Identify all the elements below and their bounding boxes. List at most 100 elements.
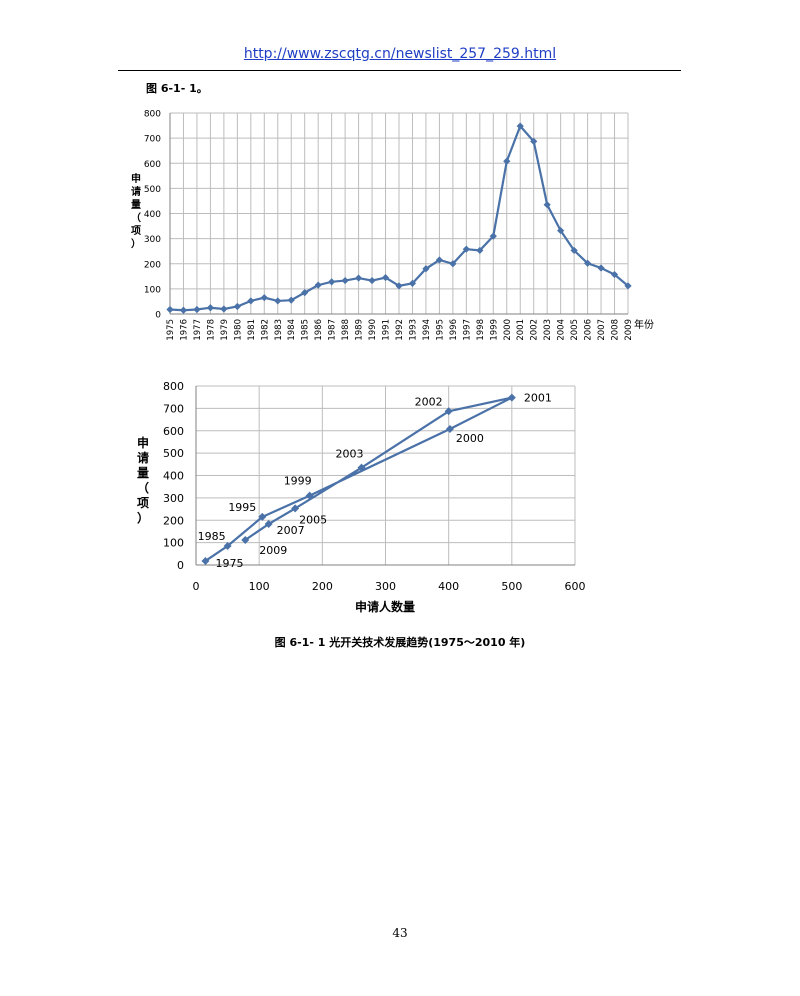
page-number: 43 [0, 926, 800, 940]
chart2-x-tick-label: 0 [193, 580, 200, 593]
figure-caption: 图 6-1- 1 光开关技术发展趋势(1975～2010 年) [0, 634, 800, 650]
chart1-x-tick-label: 2006 [584, 319, 594, 341]
chart1-data-point [342, 277, 349, 284]
chart1-x-tick-label: 1975 [166, 319, 176, 341]
chart2-x-axis-label: 申请人数量 [355, 599, 415, 614]
chart1-data-point [355, 274, 362, 281]
chart1-x-tick-label: 1986 [314, 319, 324, 341]
chart1-x-tick-label: 1982 [260, 319, 270, 341]
chart1-x-tick-label: 1998 [476, 319, 486, 341]
chart1-x-tick-label: 1987 [328, 319, 338, 341]
chart2-data-label: 1985 [198, 530, 226, 543]
chart1-x-tick-label: 2001 [516, 319, 526, 341]
chart2-data-label: 2003 [335, 448, 363, 461]
chart1-x-tick-label: 1997 [462, 319, 472, 341]
chart2-x-tick-label: 600 [565, 580, 586, 593]
chart2-x-tick-label: 300 [375, 580, 396, 593]
chart1-x-tick-label: 1999 [489, 319, 499, 341]
chart2-data-point [508, 394, 516, 402]
chart1-x-tick-label: 1989 [355, 319, 365, 341]
chart1-x-tick-label: 2003 [543, 319, 553, 341]
chart1-data-point [234, 303, 241, 310]
chart2-data-label: 2007 [277, 524, 305, 537]
chart2-x-tick-label: 400 [438, 580, 459, 593]
chart1-y-tick-label: 700 [144, 135, 161, 145]
chart1-y-tick-label: 800 [144, 110, 161, 120]
chart2-series-line [205, 398, 511, 561]
chart1-x-axis-label: 年份 [634, 318, 654, 331]
chart2-data-label: 2001 [524, 392, 552, 405]
chart1-y-tick-label: 300 [144, 235, 161, 245]
chart1-x-tick-label: 1990 [368, 319, 378, 341]
chart1-y-tick-label: 100 [144, 285, 161, 295]
chart2-y-tick-label: 0 [177, 559, 184, 572]
chart1-y-axis-label: 请 [131, 185, 141, 198]
chart1-x-tick-label: 1984 [287, 319, 297, 341]
chart1-y-axis-label: 量 [131, 198, 141, 211]
chart1-data-point [261, 294, 268, 301]
chart2-data-label: 1975 [215, 557, 243, 570]
chart2-data-label: 1995 [228, 501, 256, 514]
chart2-y-tick-label: 300 [163, 492, 184, 505]
chart1-y-tick-label: 600 [144, 160, 161, 170]
chart1-data-point [220, 305, 227, 312]
chart1-x-tick-label: 2005 [570, 319, 580, 341]
chart1-x-tick-label: 1977 [193, 319, 203, 341]
chart2-y-tick-label: 200 [163, 514, 184, 527]
chart1-x-tick-label: 2004 [557, 319, 567, 341]
chart2-y-tick-label: 100 [163, 537, 184, 550]
chart1-y-axis-label: 申 [131, 172, 141, 185]
chart2-y-axis-label: 请 [137, 450, 149, 465]
chart1-x-tick-label: 1981 [247, 319, 257, 341]
chart2-y-tick-label: 800 [163, 380, 184, 393]
chart2-data-label: 2002 [415, 395, 443, 408]
chart1-data-point [328, 278, 335, 285]
chart1-x-tick-label: 1994 [422, 319, 432, 341]
chart1-x-tick-label: 1991 [382, 319, 392, 341]
chart1-x-tick-label: 1983 [274, 319, 284, 341]
chart1-x-tick-label: 1995 [435, 319, 445, 341]
chart2-y-axis-label: 量 [137, 466, 149, 480]
chart2-x-tick-label: 500 [501, 580, 522, 593]
chart1-y-axis-label: （ [131, 211, 141, 224]
chart1-data-point [274, 297, 281, 304]
chart1-data-point [597, 264, 604, 271]
chart2-x-tick-label: 200 [312, 580, 333, 593]
chart1-x-tick-label: 1980 [233, 319, 243, 341]
chart1-x-tick-label: 1985 [301, 319, 311, 341]
chart2-y-tick-label: 600 [163, 425, 184, 438]
chart1-x-tick-label: 2009 [624, 319, 634, 341]
chart1-x-tick-label: 1976 [179, 319, 189, 341]
chart1-x-tick-label: 2002 [530, 319, 540, 341]
chart2-y-axis-label: 申 [137, 435, 149, 450]
chart2-data-point [446, 425, 454, 433]
chart1-y-tick-label: 500 [144, 185, 161, 195]
chart1-x-tick-label: 2000 [503, 319, 513, 341]
chart2-y-axis-label: 项 [137, 496, 149, 510]
chart1-y-axis-label: ） [131, 237, 141, 250]
chart1-x-tick-label: 1988 [341, 319, 351, 341]
chart2-data-label: 2000 [456, 432, 484, 445]
chart1-x-tick-label: 2007 [597, 319, 607, 341]
chart1-x-tick-label: 1992 [395, 319, 405, 341]
chart1-data-point [193, 306, 200, 313]
chart1-data-point [166, 306, 173, 313]
chart2-y-tick-label: 700 [163, 402, 184, 415]
chart2-y-axis-label: （ [137, 480, 149, 495]
chart2-y-axis-label: ） [137, 510, 149, 525]
chart1-x-tick-label: 1993 [408, 319, 418, 341]
chart2-data-label: 2009 [259, 544, 287, 557]
chart1-y-axis-label: 项 [131, 225, 141, 237]
chart1-x-tick-label: 1996 [449, 319, 459, 341]
chart1-x-tick-label: 1978 [206, 319, 216, 341]
chart1-data-point [503, 158, 510, 165]
chart2-y-tick-label: 400 [163, 470, 184, 483]
chart2-x-tick-label: 100 [249, 580, 270, 593]
chart1-data-point [180, 307, 187, 314]
chart1-x-tick-label: 1979 [220, 319, 230, 341]
chart2-y-tick-label: 500 [163, 447, 184, 460]
chart1-y-tick-label: 400 [144, 210, 161, 220]
chart1-y-tick-label: 200 [144, 260, 161, 270]
chart2-data-label: 1999 [284, 475, 312, 488]
